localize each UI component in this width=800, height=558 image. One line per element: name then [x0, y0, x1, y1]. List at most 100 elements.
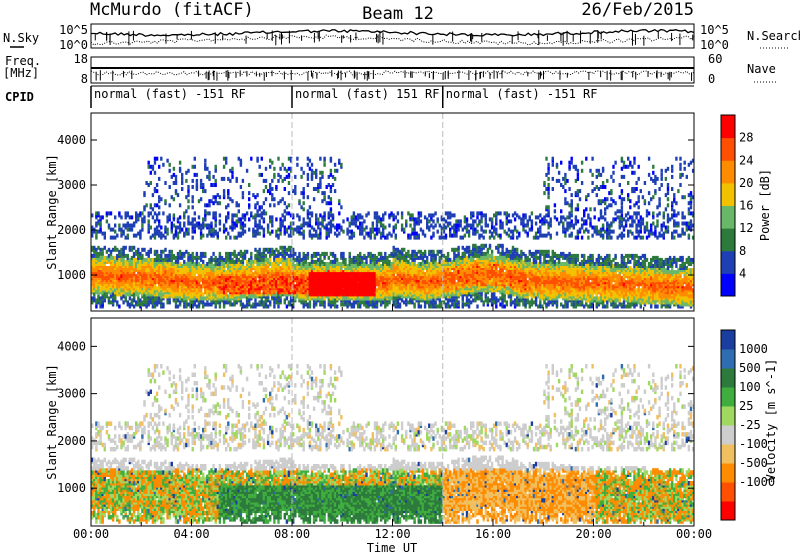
power-cell [365, 266, 367, 270]
power-cell [148, 228, 150, 232]
power-cell [432, 232, 434, 236]
power-cell [286, 305, 288, 309]
power-cell [95, 211, 97, 215]
power-cell [259, 173, 261, 177]
power-cell [279, 298, 281, 302]
power-cell [303, 187, 305, 191]
power-cell [413, 262, 415, 266]
power-cell [426, 222, 428, 226]
power-cell [236, 201, 238, 205]
power-cell [189, 222, 191, 226]
power-cell [328, 270, 330, 274]
power-cell [261, 296, 263, 300]
power-cell [286, 262, 288, 266]
power-cell [288, 157, 290, 161]
power-cell [187, 303, 189, 307]
power-cell [160, 270, 162, 274]
power-cell [449, 215, 451, 219]
freq-left-tick-top: 18 [74, 52, 88, 66]
power-cell [99, 252, 101, 256]
power-cell [215, 303, 217, 307]
power-cell [215, 230, 217, 234]
power-cell [169, 213, 171, 217]
power-cell [277, 258, 279, 262]
power-cell [210, 230, 212, 234]
power-cell [267, 230, 269, 234]
power-cell [334, 254, 336, 258]
power-cell [403, 248, 405, 252]
power-cell [227, 189, 229, 193]
power-cell [150, 165, 152, 169]
power-cell [296, 163, 298, 167]
power-cell [349, 236, 351, 240]
power-cell [236, 260, 238, 264]
power-cell [256, 303, 258, 307]
power-cell [321, 199, 323, 203]
power-cell [122, 230, 124, 234]
power-cell [223, 224, 225, 228]
power-cell [145, 252, 147, 256]
power-cell [349, 260, 351, 264]
power-cell [233, 222, 235, 226]
power-cell [284, 298, 286, 302]
power-cell [365, 232, 367, 236]
power-cell [393, 300, 395, 304]
power-cell [451, 260, 453, 264]
power-cell [196, 305, 198, 309]
power-cell [449, 258, 451, 262]
power-cell [457, 300, 459, 304]
power-cell [181, 187, 183, 191]
power-cell [259, 270, 261, 274]
power-cell [229, 300, 231, 304]
noise-sky-label: N.Sky [3, 31, 39, 45]
power-cell [374, 228, 376, 232]
power-cell [393, 258, 395, 262]
power-cell [359, 252, 361, 256]
power-cell [227, 252, 229, 256]
power-cell [457, 228, 459, 232]
power-cell [173, 197, 175, 201]
power-cell [328, 195, 330, 199]
power-cell [148, 224, 150, 228]
power-cell [303, 207, 305, 211]
power-cell [311, 211, 313, 215]
power-cell [125, 292, 127, 296]
power-cell [171, 222, 173, 226]
power-cell [215, 179, 217, 183]
power-cell [179, 250, 181, 254]
power-cell [284, 177, 286, 181]
power-cell [411, 258, 413, 262]
power-cell [265, 197, 267, 201]
power-cell [330, 197, 332, 201]
power-cell [141, 224, 143, 228]
power-cell [118, 224, 120, 228]
power-cell [432, 219, 434, 223]
power-cell [233, 226, 235, 230]
power-cell [236, 236, 238, 240]
power-cell [363, 296, 365, 300]
power-cell [261, 215, 263, 219]
power-cell [338, 199, 340, 203]
power-cell [250, 260, 252, 264]
power-cell [97, 219, 99, 223]
power-cell [334, 298, 336, 302]
power-cell [150, 258, 152, 262]
power-cell [233, 260, 235, 264]
power-cell [432, 303, 434, 307]
power-cell [309, 262, 311, 266]
power-cell [187, 228, 189, 232]
power-cell [261, 157, 263, 161]
power-cell [261, 258, 263, 262]
power-cell [388, 260, 390, 264]
power-cell [300, 175, 302, 179]
power-cell [238, 232, 240, 236]
power-cell [99, 228, 101, 232]
power-cell [353, 296, 355, 300]
power-cell [156, 226, 158, 230]
power-cell [271, 230, 273, 234]
power-cell [158, 254, 160, 258]
power-cell [328, 256, 330, 260]
power-cell [390, 252, 392, 256]
power-cell [210, 303, 212, 307]
power-cell [166, 215, 168, 219]
